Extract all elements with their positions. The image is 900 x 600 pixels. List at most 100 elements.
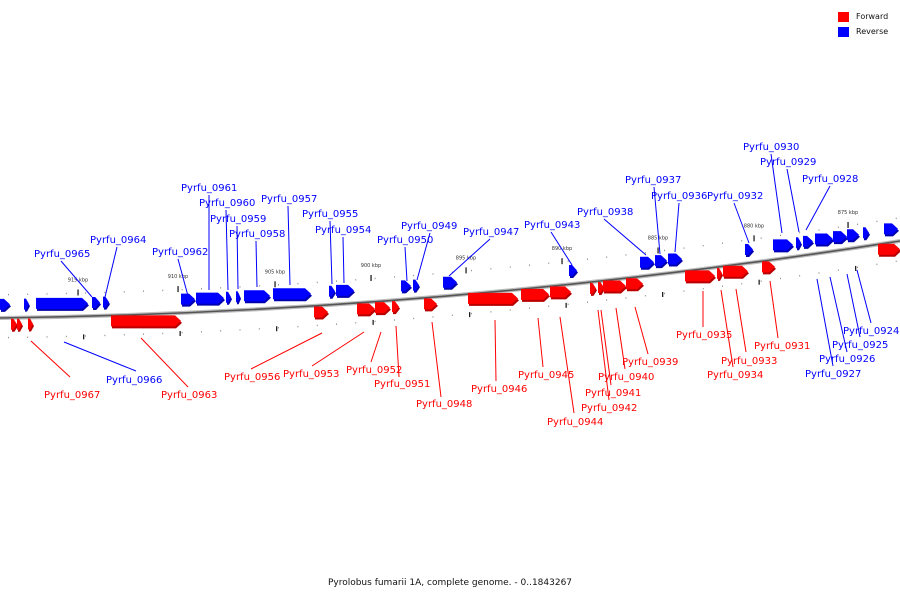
reverse-swatch <box>838 26 849 37</box>
minor-tick-top <box>741 240 743 242</box>
major-tick <box>561 258 563 265</box>
gene-arrow <box>273 288 311 300</box>
gene-label: Pyrfu_0934 <box>707 370 763 381</box>
tick-label: 905 kbp <box>265 269 285 275</box>
gene-label: Pyrfu_0967 <box>44 390 100 401</box>
gene-arrow <box>796 237 801 249</box>
bottom-tick <box>758 279 760 285</box>
gene-arrow <box>424 298 437 310</box>
minor-tick-top <box>760 237 762 239</box>
minor-tick-top <box>567 260 569 262</box>
gene-label: Pyrfu_0963 <box>161 390 217 401</box>
minor-tick-bottom <box>27 336 29 338</box>
gene-arrow <box>28 318 33 330</box>
gene-label: Pyrfu_0935 <box>676 330 732 341</box>
gene-label: Pyrfu_0961 <box>181 183 237 194</box>
leader-line <box>250 332 323 370</box>
gene-arrow <box>685 270 715 282</box>
genome-backbone-line <box>0 240 900 319</box>
gene-arrow <box>181 293 195 305</box>
major-tick <box>370 275 372 282</box>
minor-tick-top <box>123 291 125 293</box>
minor-tick-bottom <box>394 319 395 321</box>
leader-line <box>329 220 333 285</box>
gene-label: Pyrfu_0942 <box>581 403 637 414</box>
minor-tick-top <box>181 288 183 291</box>
bottom-tick <box>276 326 278 332</box>
leader-line <box>416 232 431 281</box>
leader-line <box>448 238 491 277</box>
minor-tick-bottom <box>297 325 299 328</box>
gene-arrow <box>803 235 813 247</box>
minor-tick-top <box>606 256 608 258</box>
gene-arrow <box>745 243 753 255</box>
tick-label: 880 kbp <box>744 223 764 229</box>
minor-tick-bottom <box>413 317 415 320</box>
gene-label: Pyrfu_0939 <box>622 357 678 368</box>
gene-arrow <box>244 290 270 302</box>
minor-tick-top <box>451 271 453 273</box>
leader-line <box>653 186 661 255</box>
minor-tick-bottom <box>374 320 376 323</box>
leader-line <box>597 309 610 401</box>
minor-tick-bottom <box>683 290 685 292</box>
leader-line <box>720 289 734 368</box>
tick-label: 875 kbp <box>838 210 858 216</box>
gene-arrow <box>111 315 181 327</box>
minor-tick-bottom <box>567 303 569 305</box>
minor-tick-bottom <box>336 323 337 325</box>
minor-tick-bottom <box>818 272 820 274</box>
minor-tick-top <box>336 280 337 282</box>
gene-arrow <box>401 280 411 292</box>
gene-arrow <box>357 303 375 315</box>
gene-arrow <box>336 284 354 296</box>
gene-arrow <box>626 278 643 290</box>
gene-arrow <box>443 276 457 288</box>
minor-tick-top <box>297 282 299 285</box>
bottom-tick <box>565 302 567 308</box>
minor-tick-top <box>664 249 665 252</box>
minor-tick-bottom <box>162 332 164 335</box>
minor-tick-bottom <box>780 277 781 280</box>
gene-label: Pyrfu_0949 <box>401 221 457 232</box>
gene-arrow <box>655 255 667 267</box>
minor-tick-top <box>46 293 48 295</box>
minor-tick-top <box>702 244 704 247</box>
leader-line <box>431 321 442 398</box>
gene-arrow <box>723 265 748 277</box>
gene-label: Pyrfu_0956 <box>224 372 280 383</box>
minor-tick-bottom <box>741 283 743 285</box>
leader-line <box>816 278 834 367</box>
gene-arrow <box>884 223 898 235</box>
leader-line <box>559 316 575 414</box>
gene-arrow <box>92 296 100 308</box>
minor-tick-bottom <box>587 301 588 303</box>
gene-arrow <box>196 292 224 304</box>
minor-tick-top <box>374 277 376 280</box>
gene-arrow <box>226 291 231 303</box>
gene-arrow <box>773 239 793 251</box>
gene-label: Pyrfu_0951 <box>374 379 430 390</box>
bottom-tick <box>855 265 857 271</box>
leader-line <box>395 325 400 378</box>
tick-label: 900 kbp <box>361 263 381 269</box>
gene-arrow <box>640 256 654 268</box>
leader-line <box>236 225 239 290</box>
minor-tick-bottom <box>220 330 222 332</box>
gene-label: Pyrfu_0953 <box>283 369 339 380</box>
leader-line <box>770 153 783 234</box>
minor-tick-bottom <box>490 311 492 313</box>
leader-line <box>769 280 779 339</box>
gene-label: Pyrfu_0960 <box>199 198 255 209</box>
minor-tick-bottom <box>837 269 839 271</box>
gene-label: Pyrfu_0943 <box>524 220 580 231</box>
gene-arrow <box>603 280 626 292</box>
minor-tick-bottom <box>895 260 897 263</box>
minor-tick-bottom <box>799 275 801 277</box>
minor-tick-bottom <box>258 328 260 330</box>
gene-arrow <box>329 285 335 297</box>
gene-label: Pyrfu_0933 <box>721 356 777 367</box>
minor-tick-bottom <box>644 295 646 297</box>
